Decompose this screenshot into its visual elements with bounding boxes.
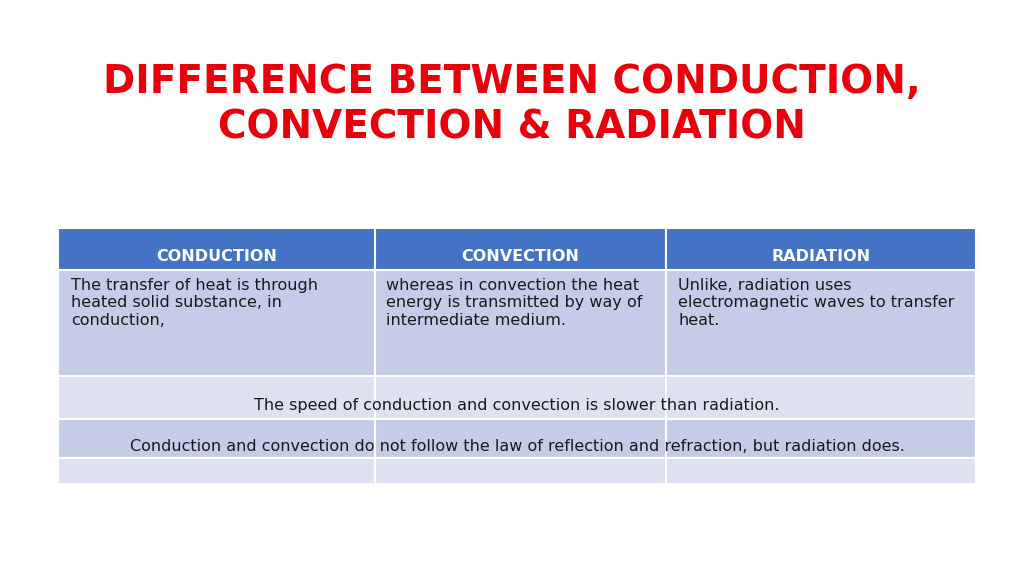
Text: RADIATION: RADIATION [771,249,870,264]
Text: Conduction and convection do not follow the law of reflection and refraction, bu: Conduction and convection do not follow … [130,439,904,454]
Text: Unlike, radiation uses
electromagnetic waves to transfer
heat.: Unlike, radiation uses electromagnetic w… [678,278,954,328]
Text: The transfer of heat is through
heated solid substance, in
conduction,: The transfer of heat is through heated s… [71,278,318,328]
Text: CONVECTION: CONVECTION [461,249,580,264]
Text: The speed of conduction and convection is slower than radiation.: The speed of conduction and convection i… [254,397,780,413]
Text: whereas in convection the heat
energy is transmitted by way of
intermediate medi: whereas in convection the heat energy is… [386,278,643,328]
Text: CONDUCTION: CONDUCTION [156,249,278,264]
Text: DIFFERENCE BETWEEN CONDUCTION,
CONVECTION & RADIATION: DIFFERENCE BETWEEN CONDUCTION, CONVECTIO… [103,63,921,147]
